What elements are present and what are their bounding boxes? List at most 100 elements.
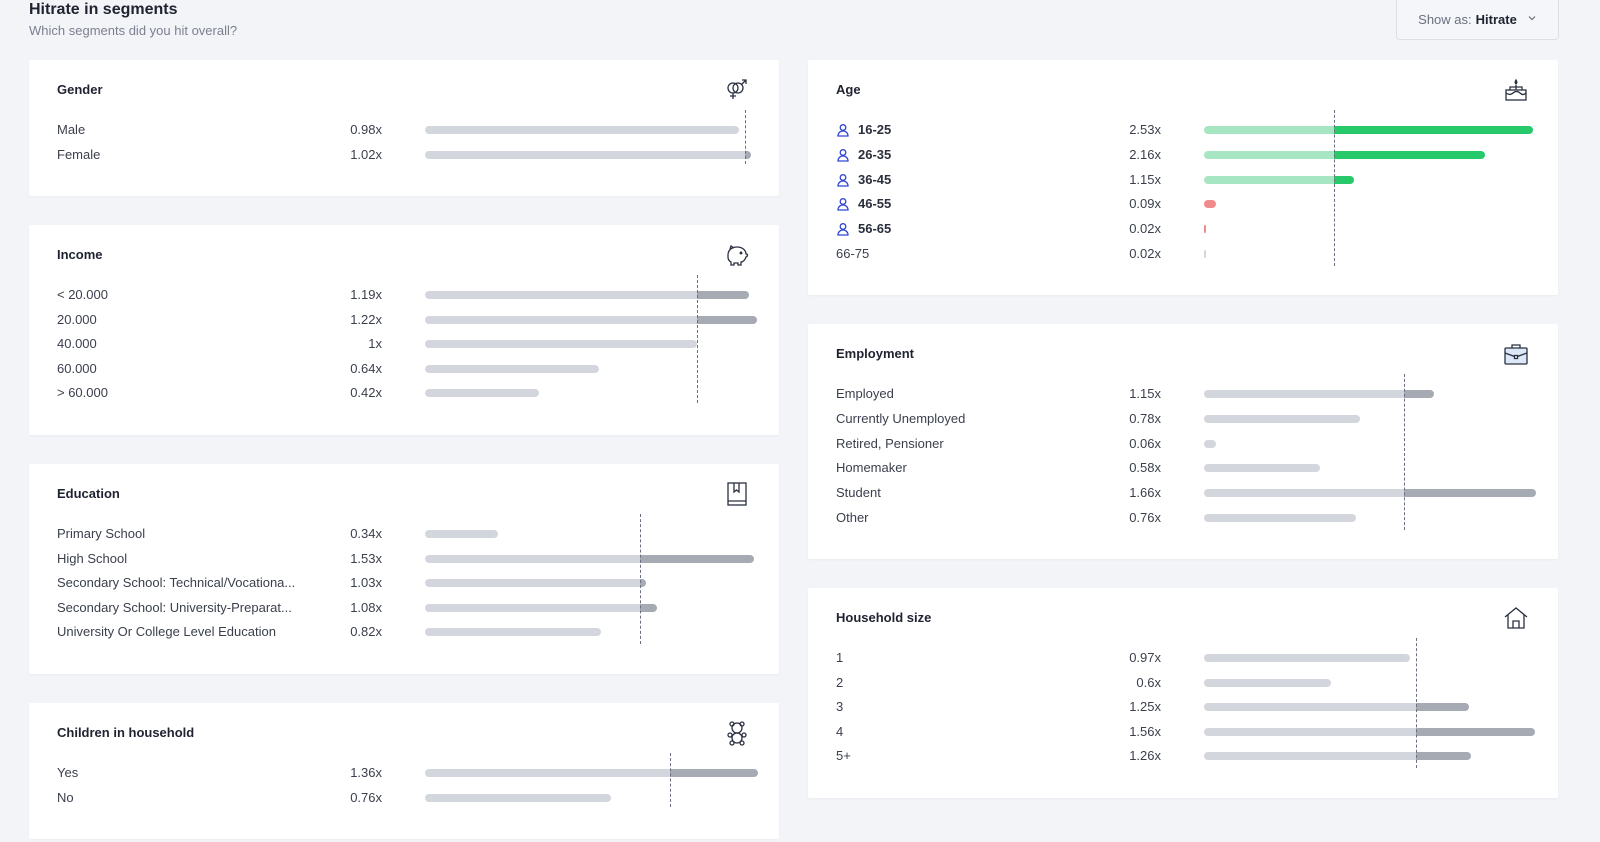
hitrate-bar bbox=[1204, 414, 1360, 423]
segment-row: 46-55 0.09x bbox=[836, 192, 1530, 216]
hitrate-bar bbox=[425, 769, 759, 777]
segment-row: 1 0.97x bbox=[836, 646, 1530, 670]
hitrate-bar bbox=[1204, 464, 1320, 473]
segment-label: 5+ bbox=[836, 748, 851, 763]
hitrate-bar bbox=[1204, 727, 1535, 736]
hitrate-bar bbox=[425, 603, 658, 612]
segment-value: 1.53x bbox=[350, 550, 382, 566]
segment-value: 2.53x bbox=[1129, 122, 1161, 137]
person-icon bbox=[836, 123, 850, 137]
page-title: Hitrate in segments bbox=[29, 1, 178, 18]
panel-age: Age 16-25 2.53x 26-35 2.16x 36-45 1.15x 46-55 0.… bbox=[808, 60, 1558, 295]
show-as-value: Hitrate bbox=[1475, 12, 1517, 27]
segment-row: 4 1.56x bbox=[836, 720, 1535, 744]
panel-gender: Gender Male 0.98x Female 1.02x bbox=[29, 60, 779, 196]
segment-value: 1.03x bbox=[350, 575, 382, 590]
segment-value: 1.08x bbox=[350, 599, 382, 615]
hitrate-bar bbox=[425, 315, 757, 324]
segment-value: 1.25x bbox=[1129, 699, 1161, 714]
panel-title: Education bbox=[57, 486, 120, 501]
segment-label: > 60.000 bbox=[57, 385, 108, 400]
gender-icon bbox=[723, 76, 751, 104]
hitrate-bar bbox=[1204, 175, 1354, 184]
page-subtitle: Which segments did you hit overall? bbox=[29, 23, 238, 38]
segment-value: 1.02x bbox=[350, 146, 382, 162]
segment-value: 1.22x bbox=[350, 311, 382, 327]
segment-row: 20.000 1.22x bbox=[57, 308, 757, 332]
hitrate-bar bbox=[425, 579, 647, 587]
segment-value: 1.26x bbox=[1129, 748, 1161, 763]
segment-label: 16-25 bbox=[858, 122, 892, 137]
house-icon bbox=[1502, 604, 1530, 632]
segment-label: Secondary School: Technical/Vocationa... bbox=[57, 575, 296, 590]
average-line bbox=[1334, 110, 1335, 266]
segment-label: 60.000 bbox=[57, 360, 97, 376]
panel-title: Gender bbox=[57, 82, 103, 97]
segment-value: 0.02x bbox=[1129, 221, 1161, 237]
person-icon bbox=[836, 197, 850, 212]
segment-row: Other 0.76x bbox=[836, 506, 1530, 530]
hitrate-bar bbox=[1204, 126, 1533, 134]
segment-value: 1.66x bbox=[1129, 485, 1161, 501]
segment-row: < 20.000 1.19x bbox=[57, 283, 751, 307]
hitrate-bar bbox=[425, 389, 540, 397]
segment-value: 0.98x bbox=[350, 122, 382, 137]
average-line bbox=[1404, 374, 1405, 530]
segment-value: 0.64x bbox=[350, 360, 382, 376]
segment-row: Secondary School: Technical/Vocationa...… bbox=[57, 571, 751, 595]
segment-row: Homemaker 0.58x bbox=[836, 456, 1530, 480]
segment-row: High School 1.53x bbox=[57, 547, 754, 571]
hitrate-bar bbox=[425, 554, 754, 563]
segment-value: 0.82x bbox=[350, 624, 382, 639]
segment-label: 66-75 bbox=[836, 246, 870, 261]
piggy-bank-icon bbox=[723, 241, 751, 269]
segment-value: 1.19x bbox=[350, 287, 382, 302]
segment-label: Primary School bbox=[57, 526, 146, 541]
average-line bbox=[670, 753, 671, 807]
hitrate-bar bbox=[1204, 390, 1434, 398]
segment-label: 46-55 bbox=[858, 196, 892, 212]
segment-row: Secondary School: University-Preparat...… bbox=[57, 596, 751, 620]
segment-row: University Or College Level Education 0.8… bbox=[57, 620, 751, 644]
segment-row: Yes 1.36x bbox=[57, 761, 759, 785]
segment-row: 56-65 0.02x bbox=[836, 217, 1530, 241]
hitrate-bar bbox=[1204, 489, 1536, 498]
segment-row: 16-25 2.53x bbox=[836, 118, 1533, 142]
segment-value: 0.58x bbox=[1129, 460, 1161, 476]
segment-row: 5+ 1.26x bbox=[836, 744, 1530, 768]
hitrate-bar bbox=[1204, 250, 1206, 258]
segment-label: No bbox=[57, 789, 74, 805]
panel-title: Children in household bbox=[57, 725, 195, 740]
segment-row: No 0.76x bbox=[57, 786, 751, 810]
hitrate-bar bbox=[1204, 225, 1206, 234]
segment-label: 40.000 bbox=[57, 336, 97, 351]
segment-row: Student 1.66x bbox=[836, 481, 1536, 505]
segment-label: 1 bbox=[836, 650, 844, 665]
segment-label: Yes bbox=[57, 765, 79, 780]
segment-label: < 20.000 bbox=[57, 287, 108, 302]
segment-row: Employed 1.15x bbox=[836, 382, 1530, 406]
segment-value: 1.15x bbox=[1129, 386, 1161, 401]
segment-label: 3 bbox=[836, 699, 844, 714]
hitrate-bar bbox=[1204, 439, 1216, 448]
hitrate-bar bbox=[1204, 200, 1216, 209]
show-as-dropdown[interactable]: Show as: Hitrate bbox=[1396, 0, 1559, 40]
segment-label: Employed bbox=[836, 386, 894, 401]
average-line bbox=[697, 275, 698, 403]
panel-title: Income bbox=[57, 247, 103, 262]
briefcase-icon bbox=[1502, 340, 1530, 368]
segment-value: 0.76x bbox=[1129, 510, 1161, 525]
panel-title: Household size bbox=[836, 610, 932, 625]
segment-label: Homemaker bbox=[836, 460, 907, 476]
book-icon bbox=[723, 480, 751, 508]
hitrate-bar bbox=[425, 628, 602, 636]
teddy-bear-icon bbox=[723, 719, 751, 747]
segment-row: 60.000 0.64x bbox=[57, 357, 751, 381]
segment-label: High School bbox=[57, 550, 128, 566]
segment-value: 0.09x bbox=[1129, 196, 1161, 212]
segment-label: 56-65 bbox=[858, 221, 892, 237]
segment-label: Male bbox=[57, 122, 86, 137]
chevron-down-icon bbox=[1527, 13, 1537, 26]
segment-label: Secondary School: University-Preparat... bbox=[57, 599, 292, 615]
segment-value: 1.36x bbox=[350, 765, 382, 780]
